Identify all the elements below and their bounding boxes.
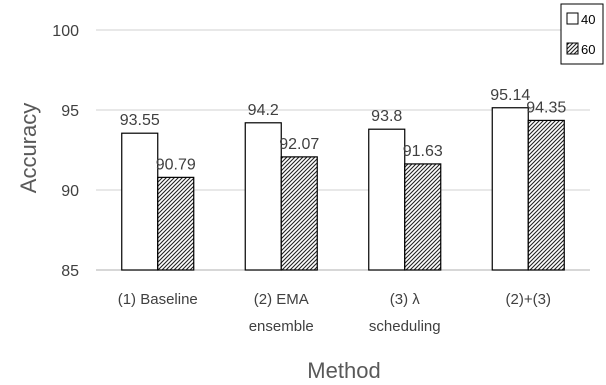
legend: 40 60 (560, 3, 604, 65)
x-tick-label: scheduling (369, 318, 441, 335)
y-tick-label: 95 (61, 103, 79, 120)
legend-swatch (566, 42, 579, 55)
x-axis-title: Method (307, 358, 380, 383)
data-label: 93.55 (120, 112, 160, 129)
x-tick-labels: (1) Baseline (2) EMA ensemble (3) λ scheduli… (118, 291, 551, 335)
bars: 93.55 94.2 93.8 95.14 90.79 92.07 91.63 94.35 (120, 87, 566, 271)
data-label: 92.07 (279, 136, 319, 153)
legend-swatch (566, 12, 579, 25)
y-axis-title: Accuracy (16, 103, 41, 193)
data-label: 93.8 (371, 108, 402, 125)
x-tick-label: ensemble (249, 318, 314, 335)
legend-label: 60 (581, 42, 595, 57)
bar-series-60 (527, 119, 565, 271)
y-tick-label: 100 (52, 23, 79, 40)
bar-series-60 (404, 163, 442, 271)
bar-series-40 (121, 132, 159, 271)
x-tick-label: (3) λ (390, 291, 421, 308)
x-tick-label: (2)+(3) (506, 291, 551, 308)
data-label: 91.63 (403, 143, 443, 160)
bar-series-40 (368, 128, 406, 271)
bar-series-60 (157, 176, 195, 271)
y-tick-label: 90 (61, 183, 79, 200)
x-tick-label: (2) EMA (254, 291, 309, 308)
data-label: 95.14 (490, 87, 530, 104)
x-tick-label: (1) Baseline (118, 291, 198, 308)
bar-series-40 (491, 107, 529, 271)
y-tick-labels: 85 90 95 100 (52, 23, 79, 280)
data-label: 94.2 (248, 102, 279, 119)
legend-label: 40 (581, 12, 595, 27)
data-label: 94.35 (526, 99, 566, 116)
y-tick-label: 85 (61, 263, 79, 280)
bar-series-60 (280, 156, 318, 271)
bar-series-40 (244, 122, 282, 271)
data-label: 90.79 (156, 156, 196, 173)
